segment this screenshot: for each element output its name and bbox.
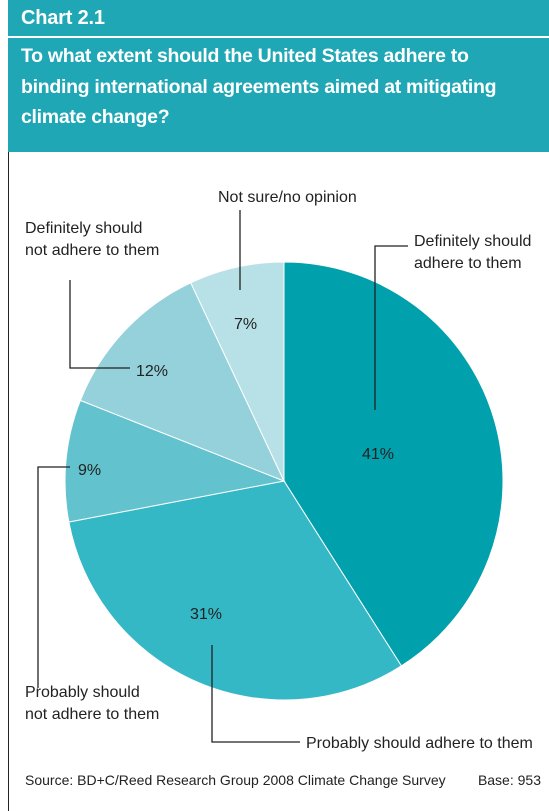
- pct-label-probably-not: 9%: [78, 462, 101, 479]
- header-divider: [8, 36, 549, 38]
- callout-definitely-not-line2: not adhere to them: [25, 242, 159, 259]
- pct-label-definitely-not: 12%: [136, 363, 168, 380]
- pct-label-probably-should: 31%: [190, 606, 222, 623]
- pct-label-not-sure: 7%: [234, 316, 257, 333]
- chart-title: To what extent should the United States …: [21, 45, 497, 128]
- callout-definitely-should-line1: Definitely should: [414, 233, 531, 250]
- slice-definitely-not: [79, 282, 285, 482]
- source-note: Source: BD+C/Reed Research Group 2008 Cl…: [25, 772, 446, 788]
- slice-probably-not: [64, 399, 286, 523]
- callout-probably-not-line1: Probably should: [25, 684, 140, 701]
- callout-probably-should: Probably should adhere to them: [306, 735, 533, 752]
- leader-line-definitely-should: [374, 245, 408, 410]
- callout-not-sure: Not sure/no opinion: [218, 189, 357, 206]
- chart-header: Chart 2.1 To what extent should the Unit…: [8, 0, 549, 152]
- pct-label-definitely-should: 41%: [362, 446, 394, 463]
- leader-line-probably-should: [211, 645, 300, 743]
- chart-number: Chart 2.1: [21, 7, 105, 29]
- callout-definitely-not-line1: Definitely should: [25, 220, 142, 237]
- base-note: Base: 953: [478, 772, 541, 788]
- slice-not-sure: [190, 261, 285, 482]
- slice-definitely-should: [283, 261, 504, 667]
- slice-probably-should: [68, 480, 403, 701]
- leader-line-probably-not: [37, 466, 70, 688]
- leader-line-definitely-not: [69, 280, 130, 369]
- callout-probably-not-line2: not adhere to them: [25, 706, 159, 723]
- callout-definitely-should-line2: adhere to them: [414, 255, 522, 272]
